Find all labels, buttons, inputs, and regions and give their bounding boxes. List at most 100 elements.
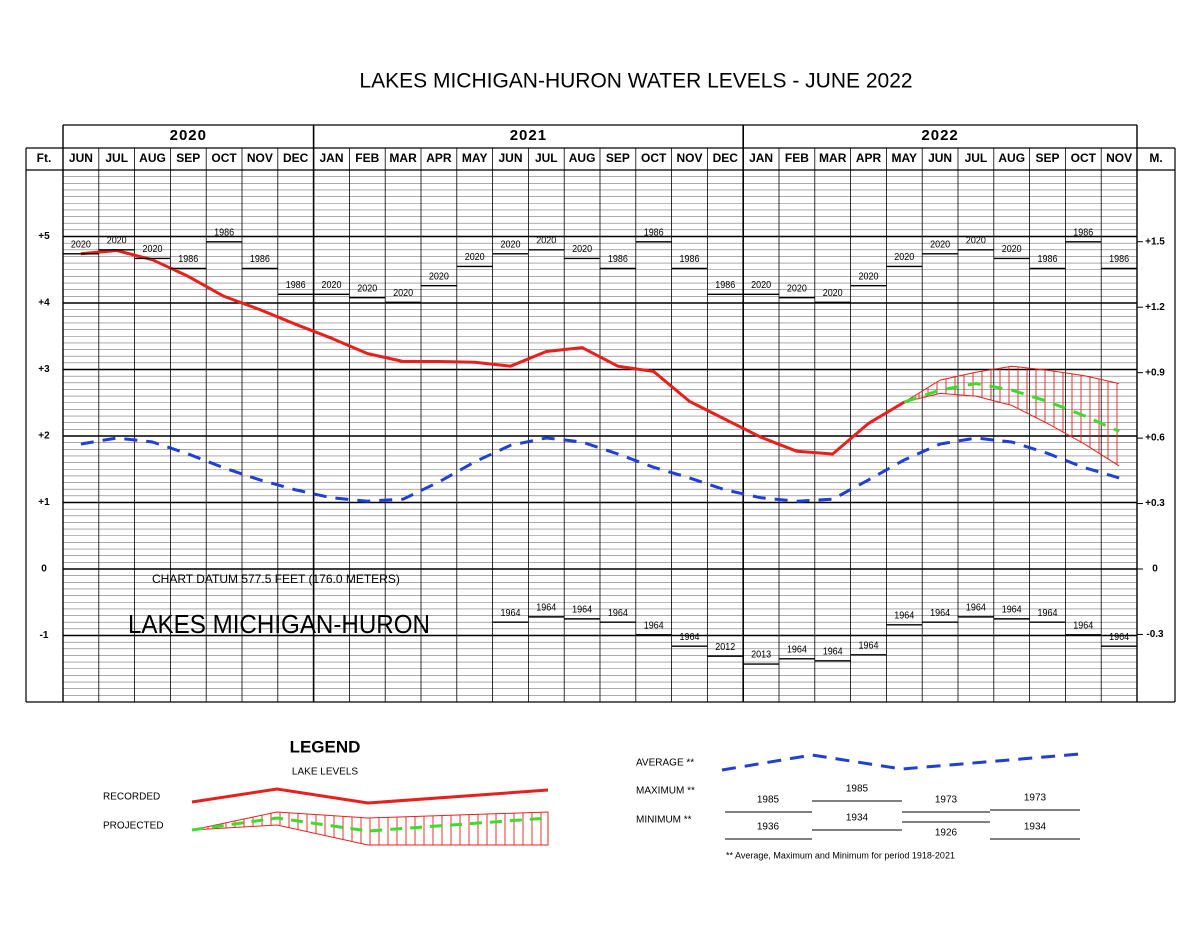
record-year: 2020 [429,271,449,282]
x-tick-label: APR [856,151,882,165]
legend-max-year: 1973 [935,795,958,806]
record-year: 1986 [1073,227,1093,238]
x-tick-label: MAY [462,151,488,165]
legend-recorded-swatch [191,787,549,805]
projected-upper [904,365,1120,403]
series-line [80,249,906,456]
x-tick-label: OCT [1071,151,1097,165]
record-year: 1986 [644,227,664,238]
y-tick-label: +5 [38,231,50,242]
legend-min-year: 1934 [846,813,869,824]
record-year: 2020 [357,283,377,294]
x-tick-label: DEC [283,151,309,165]
legend-min-lines [725,821,1080,840]
chart-title: LAKES MICHIGAN-HURON WATER LEVELS - JUNE… [359,70,912,93]
record-year: 1986 [286,280,306,291]
x-tick-label: SEP [1035,151,1059,165]
x-tick-label: APR [426,151,452,165]
legend-projected-band [191,811,549,846]
projected-lower [904,392,1120,467]
record-year: 2020 [859,271,879,282]
x-tick-label: JUL [535,151,558,165]
legend-label: RECORDED [103,792,160,803]
y-tick-label: -1 [40,630,49,641]
x-tick-label: JUN [498,151,522,165]
legend-average-swatch [721,752,1081,772]
record-year: 1964 [787,644,807,655]
projected-band-fill [904,366,1120,466]
record-year: 1986 [1038,254,1058,265]
record-year: 2020 [894,252,914,263]
year-label: 2022 [921,127,958,144]
record-year: 1964 [680,632,700,643]
x-tick-label: JAN [319,151,343,165]
record-year: 1964 [966,603,986,614]
legend-subtitle: LAKE LEVELS [292,767,358,778]
record-year: 1986 [214,227,234,238]
y2-tick-label: +1.2 [1145,302,1165,313]
record-year: 2020 [966,235,986,246]
legend-footnote: ** Average, Maximum and Minimum for peri… [726,850,955,860]
annotation: CHART DATUM 577.5 FEET (176.0 METERS) [152,572,400,586]
x-tick-label: NOV [676,151,702,165]
record-year: 1964 [572,605,592,616]
record-year: 2020 [1002,244,1022,255]
legend-label: MAXIMUM ** [636,786,695,797]
x-tick-label: NOV [1106,151,1132,165]
record-year: 1964 [1002,605,1022,616]
record-year: 2020 [823,288,843,299]
record-year: 1986 [715,280,735,291]
record-year: 1964 [823,646,843,657]
record-year: 1964 [1109,632,1129,643]
legend-min-year: 1934 [1024,822,1047,833]
legend-max-lines [725,800,1080,813]
x-tick-label: FEB [785,151,809,165]
legend-max-year: 1985 [757,795,780,806]
y-tick-label: 0 [41,564,47,575]
x-tick-label: MAR [389,151,417,165]
record-year: 2020 [107,235,127,246]
record-year: 2020 [143,244,163,255]
record-year: 1986 [680,254,700,265]
x-tick-label: MAY [892,151,918,165]
record-year: 2020 [71,239,91,250]
y2-tick-label: +0.9 [1145,367,1165,378]
record-year: 2020 [536,235,556,246]
record-year: 2020 [787,283,807,294]
record-year: 2020 [393,288,413,299]
record-year: 2020 [930,239,950,250]
x-tick-label: AUG [139,151,166,165]
legend-title: LEGEND [290,737,361,756]
legend-max-year: 1985 [846,784,869,795]
record-year: 1964 [894,611,914,622]
x-tick-label: JAN [749,151,773,165]
x-tick-label: MAR [819,151,847,165]
record-year: 1964 [608,608,628,619]
x-tick-label: JUN [928,151,952,165]
legend-label: PROJECTED [103,821,164,832]
record-year: 2012 [715,642,735,653]
x-tick-label: AUG [998,151,1025,165]
x-tick-label: AUG [569,151,596,165]
record-year: 2020 [501,239,521,250]
series-line [903,382,1120,433]
y-tick-label: +4 [38,298,50,309]
annotation: LAKES MICHIGAN-HURON [128,609,430,639]
series-line [80,436,1120,503]
record-year: 1986 [250,254,270,265]
x-tick-label: SEP [606,151,630,165]
y-axis-label: Ft. [37,151,52,165]
x-tick-label: DEC [713,151,739,165]
record-year: 1964 [1038,608,1058,619]
record-year: 1964 [930,608,950,619]
x-tick-label: JUL [965,151,988,165]
legend-max-year: 1973 [1024,793,1047,804]
record-year: 2013 [751,650,771,661]
x-tick-label: OCT [211,151,237,165]
legend-label: AVERAGE ** [636,758,694,769]
y-tick-label: +1 [38,497,50,508]
record-year: 2020 [322,280,342,291]
record-year: 1964 [501,608,521,619]
y2-tick-label: +0.6 [1145,433,1165,444]
